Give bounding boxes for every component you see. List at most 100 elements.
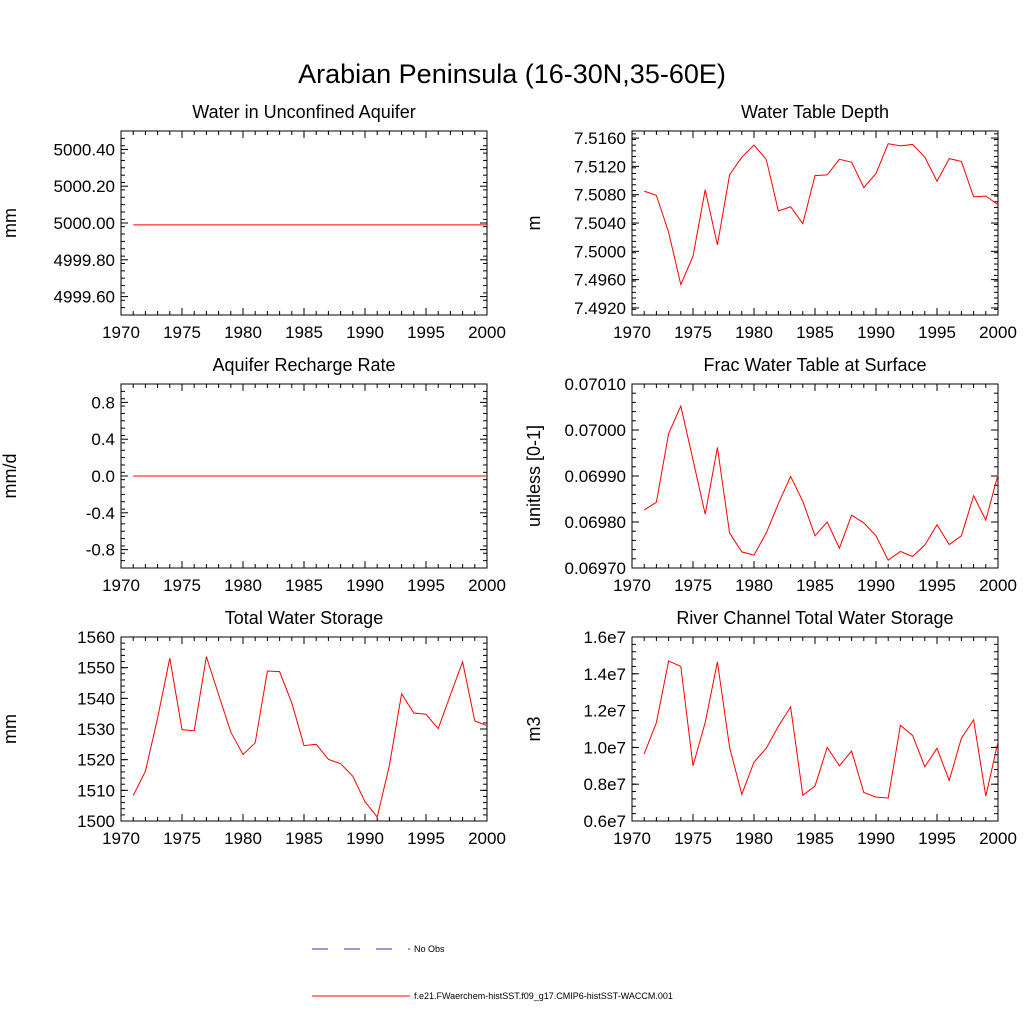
chart-panel: Water in Unconfined Aquifer 1970 1975 1980 1… <box>0 102 506 342</box>
x-tick-label: 2000 <box>468 576 506 595</box>
x-tick-label: 1990 <box>857 576 895 595</box>
y-tick-label: 7.5160 <box>574 129 626 148</box>
plot-frame <box>120 130 488 316</box>
x-tick-label: 1980 <box>224 829 262 848</box>
y-axis-label: mm <box>0 208 20 238</box>
panel-title: Total Water Storage <box>225 608 383 628</box>
y-tick-label: 0.8e7 <box>583 775 626 794</box>
y-tick-label: -0.4 <box>86 504 115 523</box>
series-line <box>643 660 999 799</box>
chart-panel: Total Water Storage 1970 1975 1980 1985 1990 1… <box>0 608 506 848</box>
x-tick-label: 1970 <box>102 829 140 848</box>
x-tick-label: 1980 <box>224 576 262 595</box>
x-tick-label: 1970 <box>102 576 140 595</box>
series-line <box>132 656 488 819</box>
x-tick-label: 1995 <box>918 323 956 342</box>
panel-title: Water Table Depth <box>741 102 889 122</box>
x-tick-label: 1975 <box>163 576 201 595</box>
y-tick-label: 7.5040 <box>574 214 626 233</box>
y-axis-label: mm <box>0 714 20 744</box>
panel-title: Frac Water Table at Surface <box>703 355 926 375</box>
y-axis-label: m <box>524 216 544 231</box>
x-tick-label: 1995 <box>407 829 445 848</box>
series-line <box>644 143 999 287</box>
y-tick-label: 1520 <box>77 751 115 770</box>
x-tick-label: 2000 <box>468 323 506 342</box>
x-tick-label: 1970 <box>613 323 651 342</box>
y-tick-label: 7.5120 <box>574 157 626 176</box>
x-tick-label: 2000 <box>979 323 1017 342</box>
y-tick-label: 7.5000 <box>574 242 626 261</box>
x-tick-label: 1980 <box>735 576 773 595</box>
y-tick-label: 5000.20 <box>54 177 115 196</box>
legend-label: No Obs <box>414 944 445 954</box>
figure-title: Arabian Peninsula (16-30N,35-60E) <box>298 59 726 89</box>
x-tick-label: 1985 <box>796 323 834 342</box>
y-tick-label: 5000.40 <box>54 140 115 159</box>
x-tick-label: 1970 <box>613 576 651 595</box>
legend-label: f.e21.FWaerchem-histSST.f09_g17.CMIP6-hi… <box>414 991 673 1001</box>
chart-panels: Water in Unconfined Aquifer 1970 1975 1980 1… <box>0 102 1017 848</box>
y-tick-label: -0.8 <box>86 541 115 560</box>
x-tick-label: 1975 <box>674 829 712 848</box>
y-tick-label: 1530 <box>77 720 115 739</box>
x-tick-label: 1985 <box>796 829 834 848</box>
x-tick-label: 1995 <box>918 829 956 848</box>
x-tick-label: 1990 <box>346 576 384 595</box>
x-tick-label: 1975 <box>674 576 712 595</box>
x-tick-label: 1985 <box>285 576 323 595</box>
x-tick-label: 1980 <box>224 323 262 342</box>
plot-frame <box>631 636 999 822</box>
y-tick-label: 0.4 <box>91 430 115 449</box>
x-tick-label: 1975 <box>163 323 201 342</box>
chart-panel: River Channel Total Water Storage 1970 197… <box>524 608 1017 848</box>
y-tick-label: 0.06970 <box>565 559 626 578</box>
x-tick-label: 2000 <box>979 829 1017 848</box>
y-tick-label: 0.6e7 <box>583 812 626 831</box>
y-tick-label: 7.4960 <box>574 271 626 290</box>
plot-frame <box>120 636 488 822</box>
y-axis-label: m3 <box>524 716 544 741</box>
y-tick-label: 0.8 <box>91 393 115 412</box>
y-tick-label: 1.0e7 <box>583 738 626 757</box>
y-tick-label: 1500 <box>77 812 115 831</box>
x-tick-label: 1985 <box>796 576 834 595</box>
y-tick-label: 1.6e7 <box>583 628 626 647</box>
chart-panel: Water Table Depth 1970 1975 1980 1985 1990 199… <box>524 102 1017 342</box>
y-tick-label: 1.2e7 <box>583 702 626 721</box>
y-tick-label: 0.06980 <box>565 513 626 532</box>
x-tick-label: 1995 <box>407 576 445 595</box>
y-tick-label: 1510 <box>77 781 115 800</box>
x-tick-label: 1995 <box>407 323 445 342</box>
x-tick-label: 1975 <box>674 323 712 342</box>
y-axis-label: mm/d <box>0 454 20 499</box>
y-tick-label: 1.4e7 <box>583 665 626 684</box>
x-tick-label: 1970 <box>102 323 140 342</box>
x-tick-label: 1990 <box>346 829 384 848</box>
x-tick-label: 1990 <box>857 323 895 342</box>
x-tick-label: 1980 <box>735 829 773 848</box>
y-tick-label: 0.07000 <box>565 421 626 440</box>
x-tick-label: 1985 <box>285 829 323 848</box>
panel-title: Aquifer Recharge Rate <box>212 355 395 375</box>
x-tick-label: 2000 <box>468 829 506 848</box>
y-axis-label: unitless [0-1] <box>524 425 544 527</box>
y-tick-label: 1560 <box>77 628 115 647</box>
x-tick-label: 1985 <box>285 323 323 342</box>
panel-title: River Channel Total Water Storage <box>676 608 953 628</box>
y-tick-label: 0.0 <box>91 467 115 486</box>
y-tick-label: 5000.00 <box>54 214 115 233</box>
plot-frame <box>631 383 999 569</box>
chart-panel: Frac Water Table at Surface 1970 1975 1980 1… <box>524 355 1017 595</box>
panel-title: Water in Unconfined Aquifer <box>192 102 415 122</box>
legend: No Obs f.e21.FWaerchem-histSST.f09_g17.CM… <box>312 944 673 1001</box>
x-tick-label: 1975 <box>163 829 201 848</box>
x-tick-label: 1990 <box>857 829 895 848</box>
series-line <box>643 404 999 561</box>
x-tick-label: 1995 <box>918 576 956 595</box>
y-tick-label: 0.07010 <box>565 375 626 394</box>
y-tick-label: 4999.80 <box>54 251 115 270</box>
x-tick-label: 1990 <box>346 323 384 342</box>
y-tick-label: 0.06990 <box>565 467 626 486</box>
